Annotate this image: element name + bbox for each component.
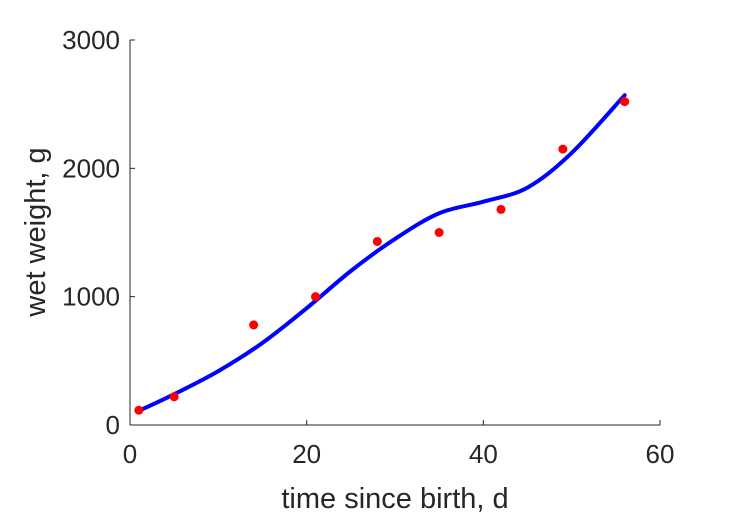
y-tick-label: 3000 bbox=[62, 25, 120, 55]
x-axis-title: time since birth, d bbox=[281, 483, 508, 515]
y-ticks: 0 1000 2000 3000 bbox=[62, 25, 135, 440]
x-tick-label: 40 bbox=[469, 439, 498, 469]
y-tick-label: 1000 bbox=[62, 282, 120, 312]
x-tick-label: 0 bbox=[123, 439, 137, 469]
data-point bbox=[620, 97, 630, 107]
x-tick-label: 60 bbox=[646, 439, 675, 469]
y-tick-label: 2000 bbox=[62, 153, 120, 183]
data-point bbox=[434, 228, 444, 237]
data-point bbox=[311, 292, 320, 302]
series-layer bbox=[134, 93, 630, 415]
y-axis-title: wet weight, g bbox=[20, 147, 52, 317]
x-ticks: 0 20 40 60 bbox=[123, 420, 675, 469]
data-point bbox=[134, 405, 144, 415]
data-point bbox=[372, 236, 382, 246]
y-tick-label: 0 bbox=[106, 410, 120, 440]
x-tick-label: 20 bbox=[292, 439, 321, 469]
data-point bbox=[169, 392, 179, 402]
plot-area: 0 20 40 60 0 1000 2000 3000 bbox=[62, 25, 674, 469]
data-point bbox=[496, 204, 506, 214]
data-point bbox=[249, 320, 259, 330]
fit-curve-line bbox=[136, 93, 627, 413]
data-point bbox=[558, 144, 568, 154]
